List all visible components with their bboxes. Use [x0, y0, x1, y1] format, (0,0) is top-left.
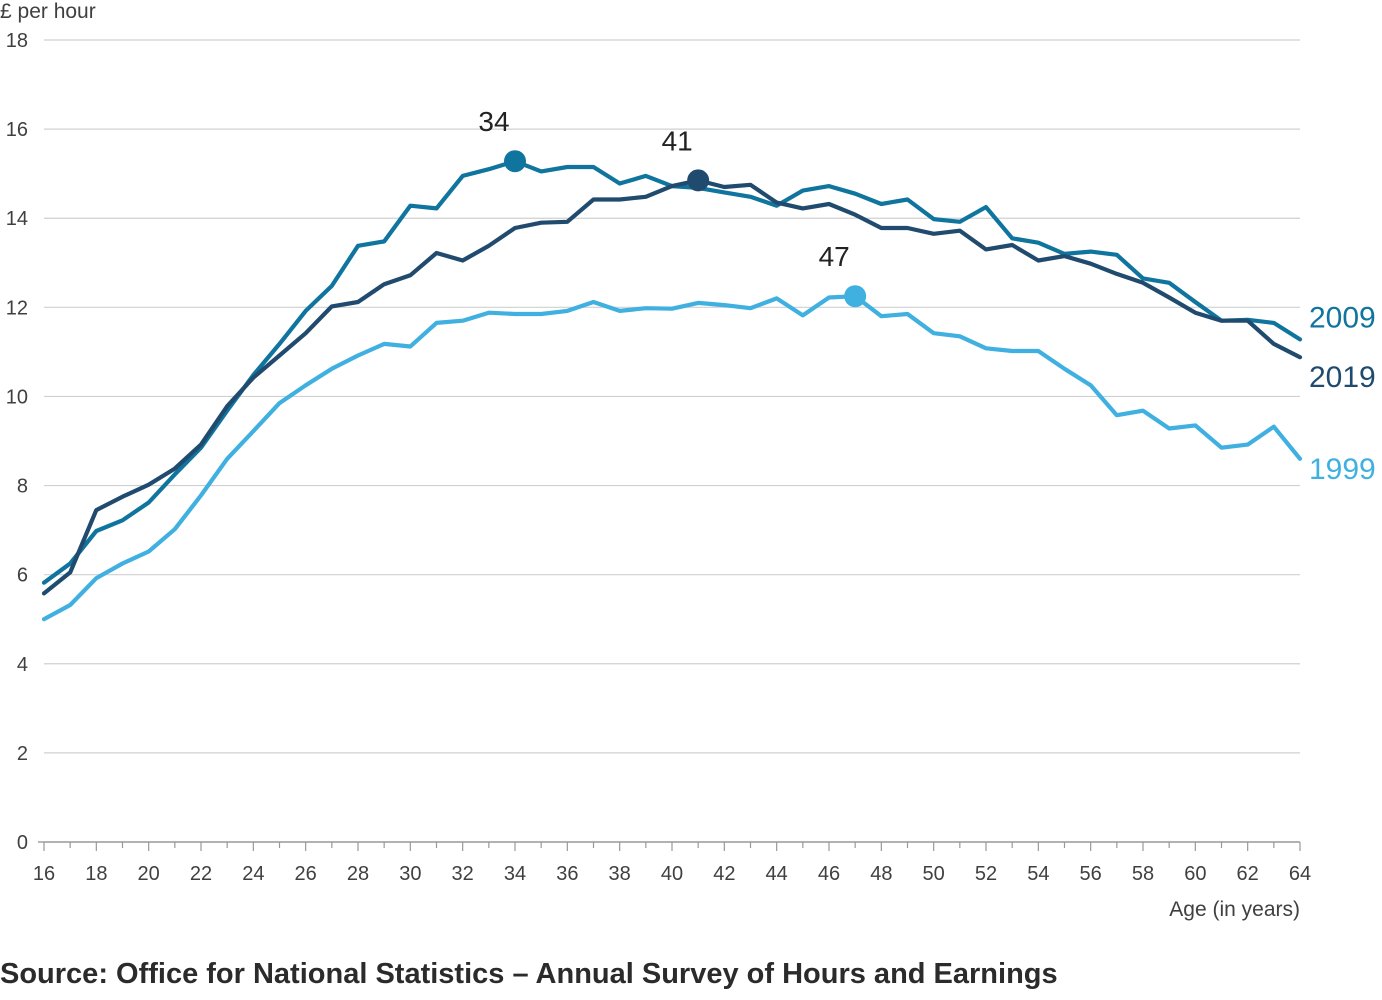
y-tick-label: 4 — [17, 654, 28, 676]
x-tick-label: 34 — [504, 863, 526, 885]
x-tick-label: 20 — [138, 863, 160, 885]
x-tick-label: 56 — [1080, 863, 1102, 885]
x-tick-label: 30 — [399, 863, 421, 885]
x-tick-label: 54 — [1027, 863, 1049, 885]
y-axis-title: £ per hour — [0, 0, 96, 23]
series-label-2009: 2009 — [1309, 301, 1376, 334]
x-tick-label: 60 — [1184, 863, 1206, 885]
x-tick-label: 32 — [452, 863, 474, 885]
y-tick-label: 12 — [6, 297, 28, 319]
x-tick-label: 48 — [870, 863, 892, 885]
series-lines — [41, 159, 1303, 622]
source-note: Source: Office for National Statistics –… — [0, 958, 1058, 990]
x-tick-label: 28 — [347, 863, 369, 885]
y-tick-label: 8 — [17, 476, 28, 498]
peak-label-2009: 34 — [478, 106, 509, 137]
peak-label-2019: 41 — [662, 125, 693, 156]
y-tick-label: 6 — [17, 565, 28, 587]
x-tick-label: 36 — [556, 863, 578, 885]
x-tick-label: 64 — [1289, 863, 1311, 885]
peak-markers: 34 41 47 — [478, 106, 867, 308]
series-line-2009 — [41, 159, 1303, 585]
series-line-2019 — [41, 178, 1303, 596]
x-tick-label: 22 — [190, 863, 212, 885]
series-label-1999: 1999 — [1309, 453, 1376, 486]
y-tick-label: 0 — [17, 832, 28, 854]
x-tick-label: 62 — [1237, 863, 1259, 885]
peak-marker-2009 — [504, 150, 526, 173]
x-tick-label: 50 — [923, 863, 945, 885]
peak-marker-1999 — [844, 285, 867, 308]
x-axis-title: Age (in years) — [1169, 898, 1300, 921]
x-tick-label: 42 — [713, 863, 735, 885]
peak-label-1999: 47 — [819, 241, 850, 272]
series-line-1999 — [41, 294, 1303, 622]
peak-marker-2019 — [687, 169, 710, 192]
y-tick-label: 14 — [6, 208, 28, 230]
x-tick-label: 46 — [818, 863, 840, 885]
x-tick-label: 18 — [85, 863, 107, 885]
y-tick-label: 18 — [6, 30, 28, 52]
x-tick-label: 26 — [295, 863, 317, 885]
x-tick-label: 16 — [33, 863, 55, 885]
y-tick-label: 10 — [6, 386, 28, 408]
x-tick-label: 38 — [609, 863, 631, 885]
x-tick-label: 52 — [975, 863, 997, 885]
series-label-2019: 2019 — [1309, 361, 1376, 394]
x-tick-label: 44 — [766, 863, 788, 885]
y-tick-label: 2 — [17, 743, 28, 765]
x-tick-label: 40 — [661, 863, 683, 885]
y-tick-label: 16 — [6, 119, 28, 141]
x-tick-label: 58 — [1132, 863, 1154, 885]
series-labels: 2009 2019 1999 — [1309, 301, 1376, 485]
x-tick-label: 24 — [242, 863, 264, 885]
